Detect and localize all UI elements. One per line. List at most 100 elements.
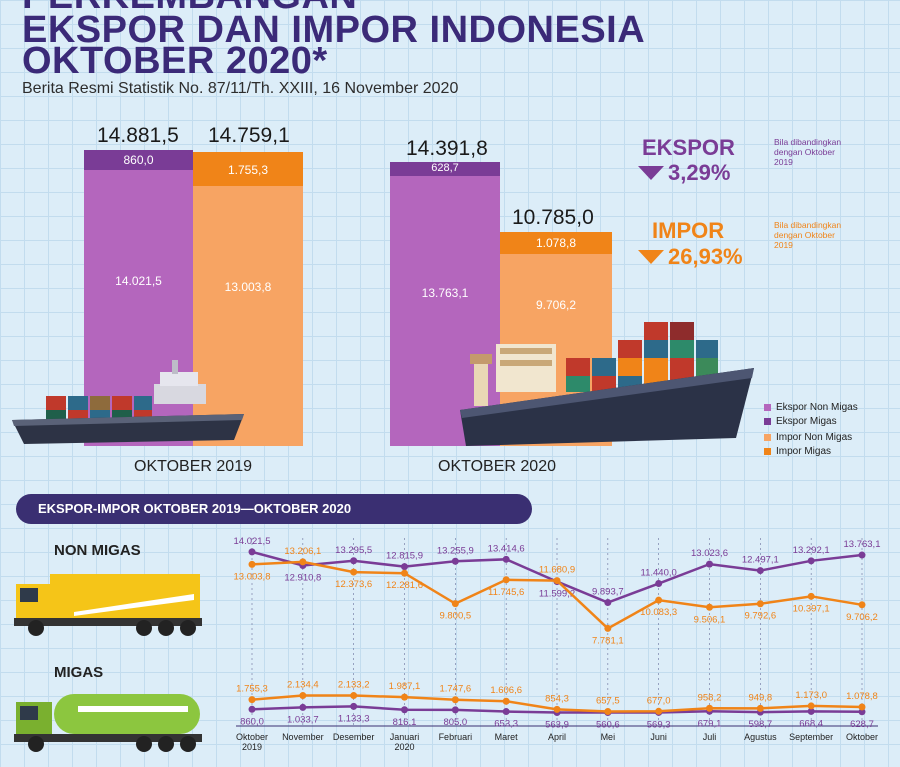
migas-impor-data-label: 2.134,4 (287, 680, 319, 691)
non-migas-ekspor-point (248, 548, 256, 556)
migas-ekspor-data-label: 598,7 (748, 719, 772, 730)
non-migas-impor-data-label: 10.397,1 (793, 603, 830, 614)
non-migas-impor-point (807, 592, 815, 600)
non-migas-impor-data-label: 9.800,5 (439, 611, 471, 622)
bar-impor-migas-2019: 1.755,3 (193, 152, 303, 186)
subtitle: Berita Resmi Statistik No. 87/11/Th. XXI… (22, 80, 459, 97)
non-migas-impor-point (706, 603, 713, 611)
non-migas-ekspor-point (604, 599, 612, 607)
migas-ekspor-data-label: 679,1 (698, 718, 722, 729)
non-migas-impor-point (401, 569, 408, 577)
migas-impor-data-label: 1.747,6 (439, 684, 471, 695)
non-migas-impor-data-label: 7.781,1 (592, 635, 624, 646)
migas-impor-data-label: 1.606,6 (490, 685, 522, 696)
bar-value-label: 1.755,3 (227, 163, 269, 177)
non-migas-ekspor-point (858, 551, 866, 559)
migas-impor-point (756, 704, 764, 712)
legend-swatch (764, 433, 771, 441)
period-label-2019: OKTOBER 2019 (134, 458, 252, 475)
non-migas-ekspor-point (502, 555, 510, 563)
migas-ekspor-data-label: 860,0 (240, 716, 264, 727)
non-migas-impor-data-label: 12.373,6 (335, 579, 372, 590)
x-tick-label: September (789, 732, 833, 742)
non-migas-ekspor-data-label: 13.255,9 (437, 545, 474, 556)
cargo-ship-small-illustration (12, 360, 244, 444)
migas-ekspor-data-label: 668,4 (799, 718, 823, 729)
migas-ekspor-data-label: 560,6 (596, 720, 620, 731)
migas-ekspor-point (350, 702, 358, 710)
x-tick-label: 2019 (242, 742, 262, 752)
migas-impor-data-label: 1.755,3 (236, 684, 268, 695)
non-migas-impor-point (756, 600, 764, 608)
non-migas-ekspor-data-label: 12.815,9 (386, 551, 423, 562)
migas-ekspor-data-label: 1.033,7 (287, 714, 319, 725)
non-migas-impor-data-label: 9.706,2 (846, 612, 878, 623)
non-migas-impor-data-label: 9.506,1 (694, 614, 726, 625)
migas-impor-data-label: 958,2 (698, 692, 722, 703)
non-migas-ekspor-data-label: 13.414,6 (488, 543, 525, 554)
bar-impor-non-migas-2019: 13.003,8 (193, 186, 303, 446)
migas-ekspor-point (299, 703, 307, 711)
non-migas-ekspor-data-label: 11.599,2 (539, 589, 575, 600)
non-migas-ekspor-point (807, 557, 815, 565)
migas-impor-point (553, 705, 561, 713)
non-migas-section-label: NON MIGAS (54, 542, 141, 559)
non-migas-ekspor-data-label: 12.910,8 (284, 572, 321, 583)
migas-impor-data-label: 1.173,0 (795, 690, 827, 701)
non-migas-ekspor-data-label: 12.497,1 (742, 555, 779, 566)
x-tick-label: Mei (601, 732, 616, 742)
non-migas-impor-point (248, 560, 256, 568)
period-label-2020: OKTOBER 2020 (438, 458, 556, 475)
non-migas-ekspor-data-label: 13.292,1 (793, 545, 830, 556)
ekspor-change-value: 3,29% (668, 160, 731, 185)
non-migas-impor-point (299, 558, 307, 566)
green-tanker-truck-illustration (14, 694, 202, 752)
legend-item: Impor Migas (764, 446, 831, 457)
non-migas-impor-data-label: 13.206,1 (284, 546, 321, 557)
migas-section-label: MIGAS (54, 664, 104, 681)
non-migas-ekspor-data-label: 14.021,5 (234, 536, 271, 547)
non-migas-impor-point (553, 577, 561, 585)
non-migas-impor-point (451, 600, 459, 608)
bar-ekspor-migas-2020: 628,7 (390, 162, 500, 176)
non-migas-ekspor-data-label: 13.023,6 (691, 548, 728, 559)
x-tick-label: April (548, 732, 566, 742)
x-tick-label: Agustus (744, 732, 777, 742)
non-migas-ekspor-point (756, 567, 764, 575)
impor-change-value: 26,93% (668, 244, 743, 269)
migas-ekspor-data-label: 816,1 (393, 717, 417, 728)
non-migas-ekspor-data-label: 13.295,5 (335, 545, 372, 556)
bar-impor-migas-2020: 1.078,8 (500, 232, 612, 254)
x-tick-label: Juli (703, 732, 717, 742)
migas-impor-data-label: 2.133,2 (338, 680, 370, 691)
non-migas-ekspor-data-label: 11.440,0 (641, 568, 677, 579)
legend-item: Ekspor Migas (764, 416, 837, 427)
impor-summary-label: IMPOR (652, 218, 725, 243)
non-migas-impor-point (858, 601, 866, 609)
impor-total-2019: 14.759,1 (208, 124, 290, 147)
migas-ekspor-point (502, 708, 510, 716)
bar-value-label: 1.078,8 (535, 236, 577, 250)
migas-impor-point (706, 704, 713, 712)
non-migas-ekspor-data-label: 13.763,1 (844, 539, 881, 550)
x-tick-label: November (282, 732, 324, 742)
x-tick-label: Oktober (236, 732, 268, 742)
x-tick-label: Juni (650, 732, 667, 742)
x-tick-label: Oktober (846, 732, 878, 742)
non-migas-impor-point (655, 596, 663, 604)
migas-impor-point (451, 696, 459, 704)
migas-impor-point (350, 692, 358, 700)
migas-impor-data-label: 854,3 (545, 693, 569, 704)
ekspor-change-note: Bila dibandingkan dengan Oktober 2019 (774, 137, 842, 167)
bar-ekspor-migas-2019: 860,0 (84, 150, 193, 170)
section-banner: EKSPOR-IMPOR OKTOBER 2019—OKTOBER 2020 (16, 494, 532, 524)
legend-swatch (764, 417, 771, 425)
x-tick-label: Maret (495, 732, 519, 742)
migas-ekspor-point (807, 707, 815, 715)
migas-impor-point (807, 702, 815, 710)
non-migas-impor-data-label: 12.281,6 (386, 580, 423, 591)
migas-impor-point (655, 707, 663, 715)
migas-ekspor-data-label: 628,7 (850, 719, 874, 730)
legend-label: Ekspor Migas (776, 416, 837, 427)
down-arrow-icon (638, 166, 664, 180)
